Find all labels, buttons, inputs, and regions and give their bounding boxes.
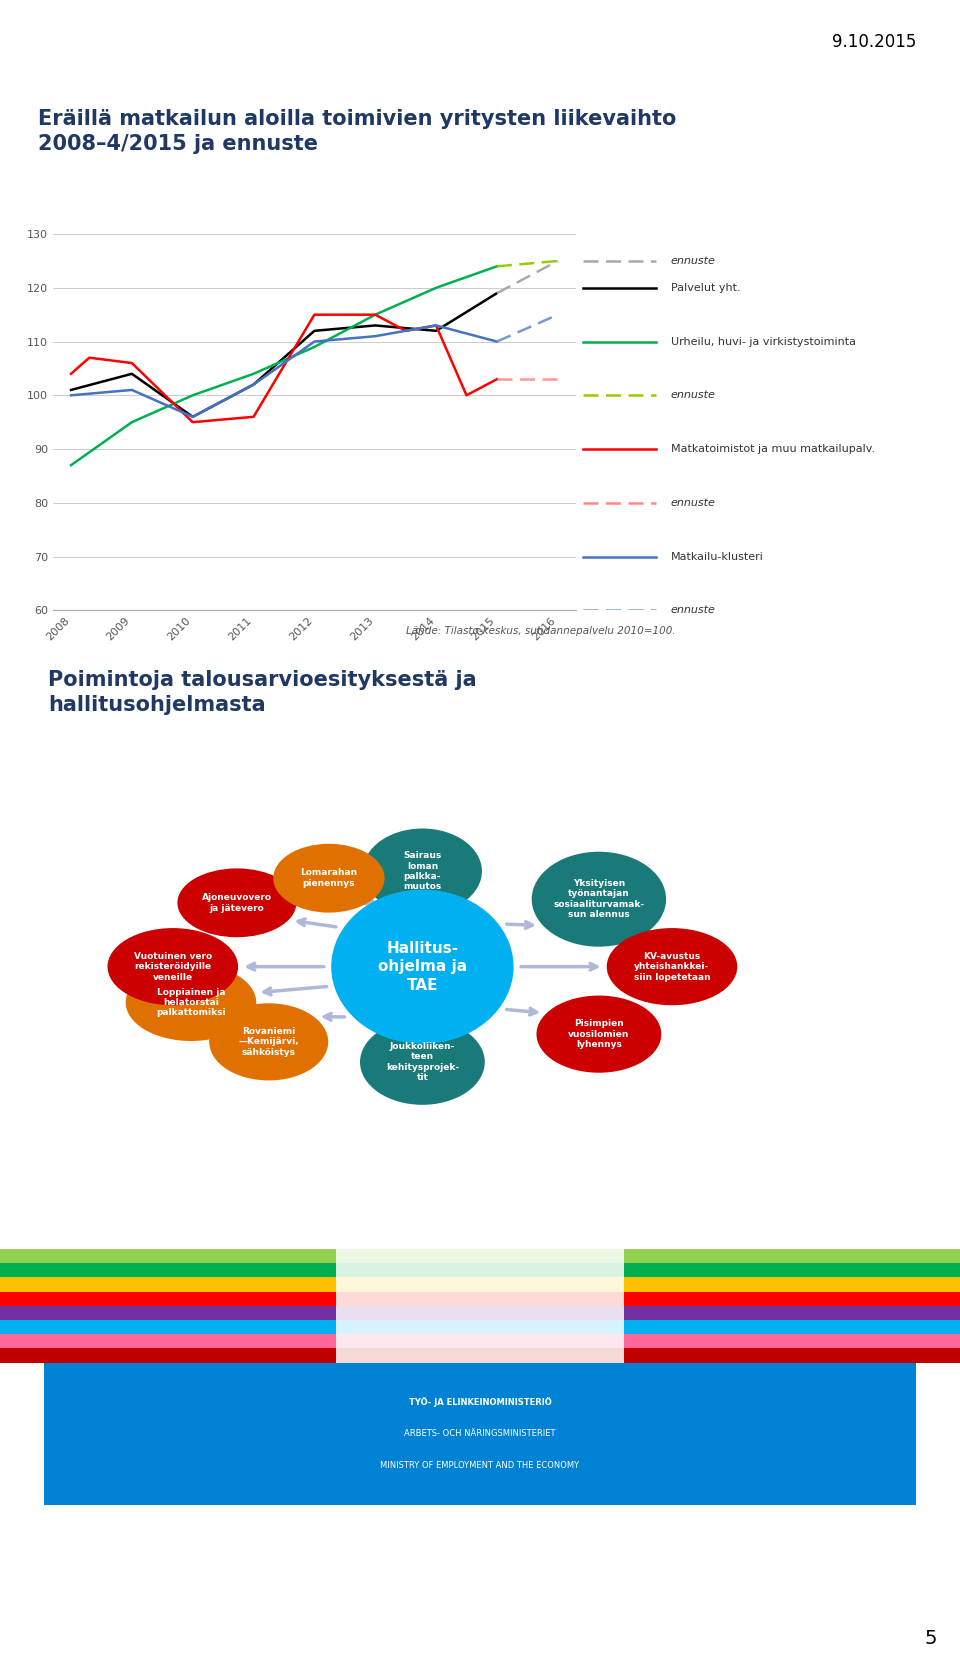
Text: Matkatoimistot ja muu matkailupalv.: Matkatoimistot ja muu matkailupalv. [671, 445, 875, 455]
Text: ARBETS- OCH NÄRINGSMINISTERIET: ARBETS- OCH NÄRINGSMINISTERIET [404, 1430, 556, 1438]
Bar [0, 1334, 960, 1348]
Ellipse shape [331, 890, 514, 1043]
Text: Urheilu, huvi- ja virkistystoiminta: Urheilu, huvi- ja virkistystoiminta [671, 336, 856, 346]
Text: Yksityisen
työnantajan
sosiaaliturvamak-
sun alennus: Yksityisen työnantajan sosiaaliturvamak-… [553, 879, 644, 920]
FancyArrowPatch shape [248, 963, 324, 970]
FancyArrowPatch shape [420, 1023, 425, 1045]
Ellipse shape [178, 868, 297, 938]
Text: Palvelut yht.: Palvelut yht. [671, 283, 740, 293]
Text: Vuotuinen vero
rekisteröidyille
veneille: Vuotuinen vero rekisteröidyille veneille [133, 951, 212, 981]
Text: Matkailu-klusteri: Matkailu-klusteri [671, 552, 764, 562]
Bar [0, 1277, 960, 1291]
Text: Sairaus
loman
palkka-
muutos: Sairaus loman palkka- muutos [403, 851, 442, 891]
Text: Ajoneuvovero
ja jätevero: Ajoneuvovero ja jätevero [202, 893, 272, 913]
Bar [336, 1249, 624, 1363]
Text: 9.10.2015: 9.10.2015 [832, 33, 917, 50]
Text: ennuste: ennuste [671, 256, 716, 266]
Ellipse shape [363, 829, 482, 915]
Text: 5: 5 [924, 1629, 938, 1649]
FancyArrowPatch shape [507, 921, 532, 928]
Ellipse shape [126, 963, 256, 1042]
Ellipse shape [274, 844, 385, 913]
Text: MINISTRY OF EMPLOYMENT AND THE ECONOMY: MINISTRY OF EMPLOYMENT AND THE ECONOMY [380, 1461, 580, 1470]
FancyArrowPatch shape [420, 888, 425, 910]
Bar [0, 1291, 960, 1306]
Ellipse shape [108, 928, 238, 1005]
Bar [0, 1348, 960, 1363]
Text: ennuste: ennuste [671, 605, 716, 615]
Text: Hallitus-
ohjelma ja
TAE: Hallitus- ohjelma ja TAE [378, 941, 467, 993]
Text: Rovaniemi
—Kemijärvi,
sähköistys: Rovaniemi —Kemijärvi, sähköistys [238, 1027, 300, 1057]
Text: KV-avustus
yhteishankkei-
siin lopetetaan: KV-avustus yhteishankkei- siin lopetetaa… [634, 951, 710, 981]
Text: Pisimpien
vuosilomien
lyhennys: Pisimpien vuosilomien lyhennys [568, 1020, 630, 1048]
FancyArrowPatch shape [366, 896, 372, 903]
Ellipse shape [360, 1020, 485, 1105]
Text: Lähde: Tilasto-keskus, suhdannepalvelu 2010=100.: Lähde: Tilasto-keskus, suhdannepalvelu 2… [406, 627, 676, 635]
Text: TYÖ- JA ELINKEINOMINISTERIÖ: TYÖ- JA ELINKEINOMINISTERIÖ [409, 1398, 551, 1408]
Text: ennuste: ennuste [671, 498, 716, 508]
FancyArrowPatch shape [521, 963, 597, 970]
Bar [0, 1321, 960, 1334]
Text: Poimintoja talousarvioesityksestä ja
hallitusohjelmasta: Poimintoja talousarvioesityksestä ja hal… [48, 670, 476, 716]
Text: ennuste: ennuste [671, 390, 716, 400]
FancyArrowPatch shape [324, 1013, 345, 1020]
Text: Eräillä matkailun aloilla toimivien yritysten liikevaihto
2008–4/2015 ja ennuste: Eräillä matkailun aloilla toimivien yrit… [38, 109, 677, 154]
Ellipse shape [532, 851, 666, 946]
Bar [0, 1249, 960, 1264]
Bar [0, 1306, 960, 1321]
FancyArrowPatch shape [507, 1008, 537, 1015]
Ellipse shape [209, 1003, 328, 1080]
FancyArrowPatch shape [264, 986, 326, 995]
Text: Lomarahan
pienennys: Lomarahan pienennys [300, 868, 357, 888]
Ellipse shape [537, 995, 661, 1073]
Ellipse shape [607, 928, 737, 1005]
Bar [0, 1264, 960, 1277]
Text: Loppiainen ja
helatorstai
palkattomiksi: Loppiainen ja helatorstai palkattomiksi [156, 988, 226, 1017]
Text: Joukkoliiken-
teen
kehitysprojek-
tit: Joukkoliiken- teen kehitysprojek- tit [386, 1042, 459, 1082]
FancyArrowPatch shape [299, 920, 336, 926]
